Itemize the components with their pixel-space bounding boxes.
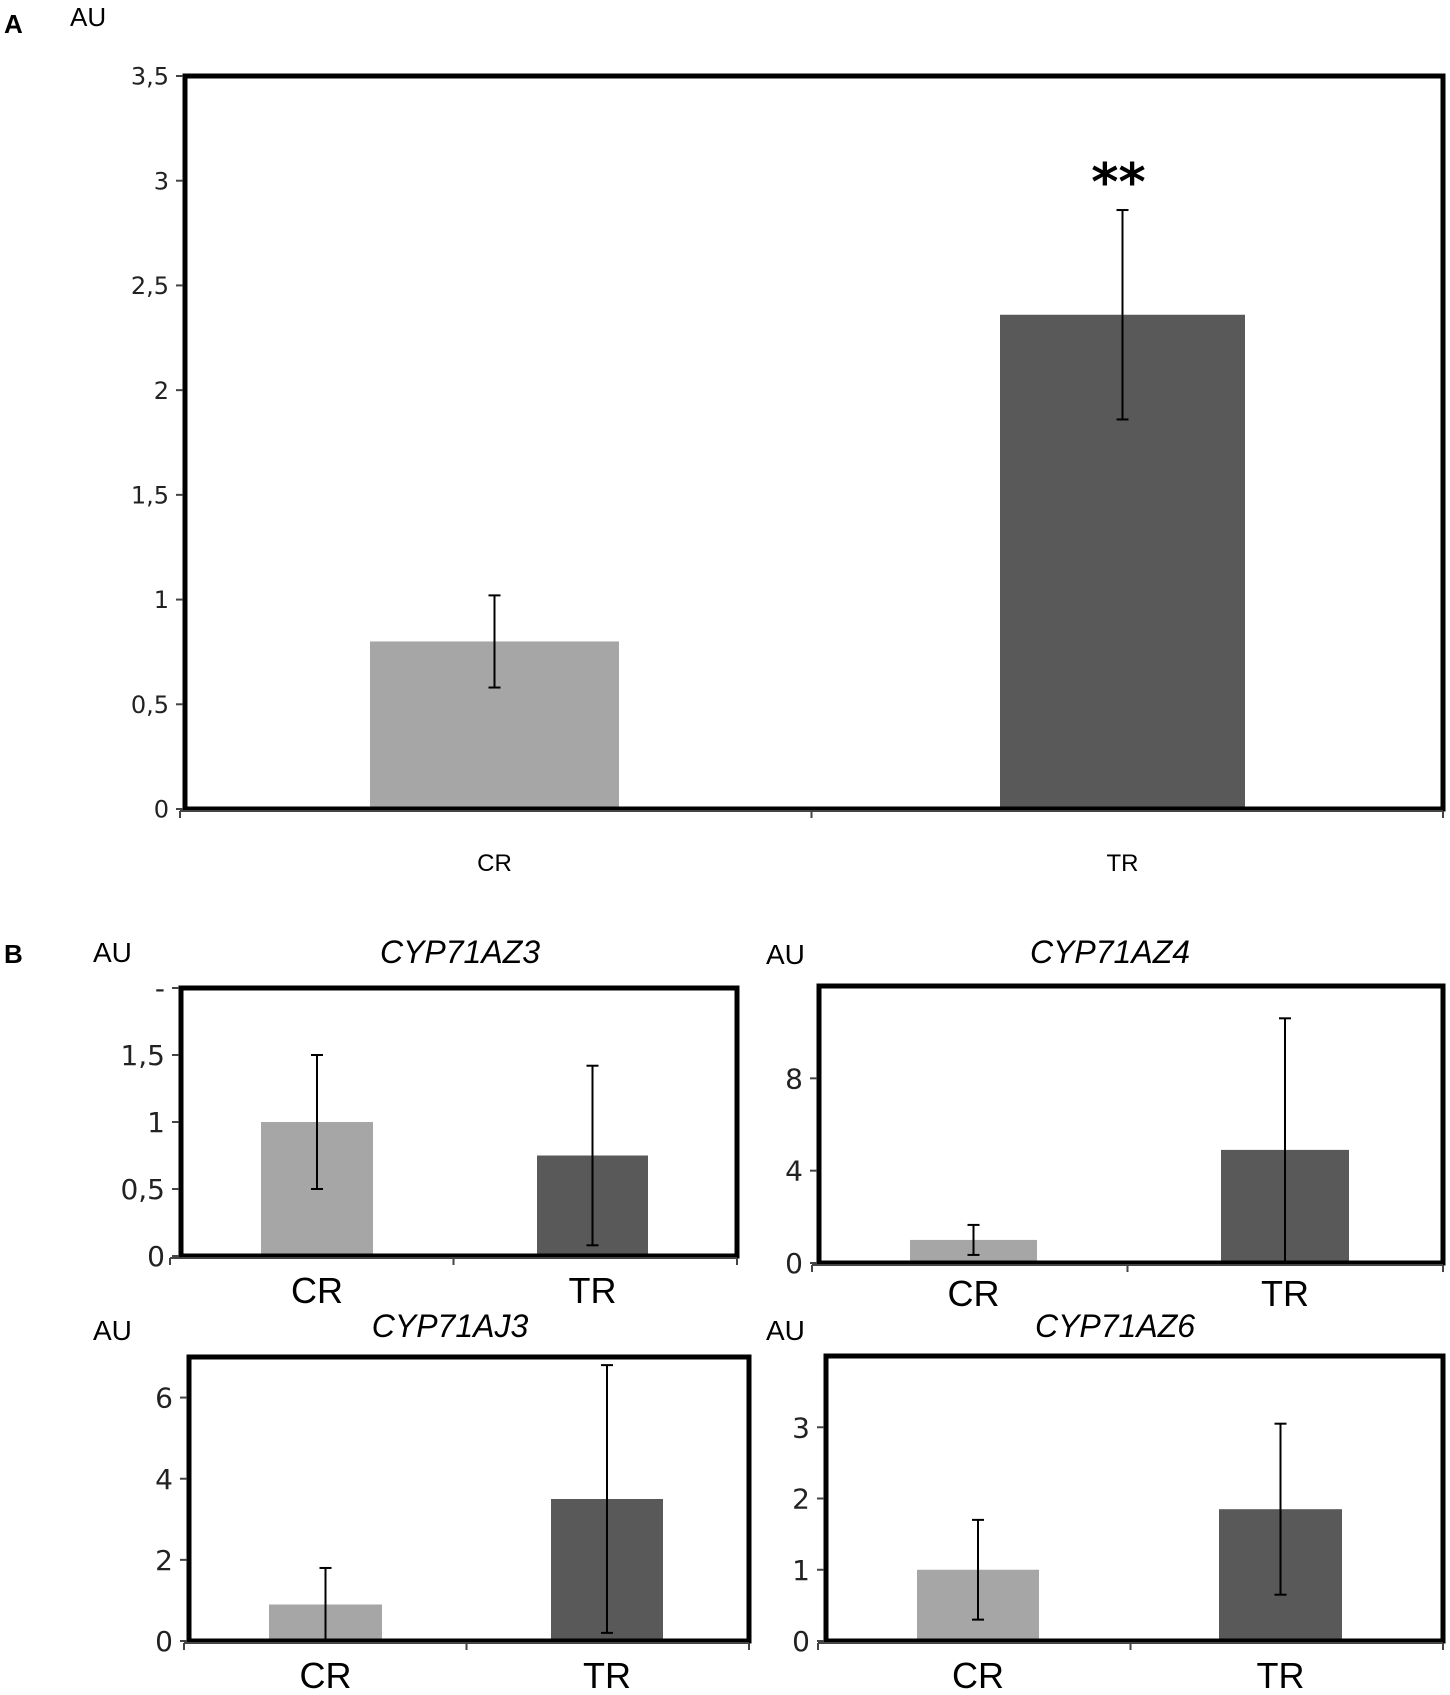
chart-title: CYP71AZ3 [380, 934, 540, 970]
category-label-tr: TR [1107, 850, 1139, 877]
y-tick-label: 3,5 [131, 63, 169, 91]
y-unit-label: AU [93, 937, 132, 968]
chart-cyp71az3: 0 0,5 1 1,5 - CR TR AU CYP71AZ3 [93, 934, 740, 1311]
y-tick-label: 0 [792, 1625, 810, 1658]
chart-panel-a: 0 0,5 1 1,5 2 2,5 3 3,5 CR TR AU ** [70, 2, 1446, 877]
y-tick-label: 4 [785, 1155, 803, 1188]
chart-cyp71az4: 0 4 8 CR TR AU CYP71AZ4 [766, 934, 1446, 1314]
plot-frame [816, 983, 1446, 1266]
category-label-cr: CR [948, 1273, 1000, 1314]
category-label-tr: TR [1257, 1655, 1305, 1695]
y-tick-label: 2 [792, 1483, 810, 1516]
category-label-tr: TR [1261, 1273, 1309, 1314]
error-bar-tr [1116, 209, 1129, 421]
y-tick-label: 2 [155, 1544, 173, 1577]
error-bar-cr [967, 1223, 980, 1256]
category-label-cr: CR [477, 850, 512, 877]
charts-layer: 0 0,5 1 1,5 2 2,5 3 3,5 CR TR AU ** 0 0,5 1 1,5 - CR TR AU C… [70, 2, 1446, 1695]
y-tick-label: 0,5 [120, 1173, 165, 1206]
y-unit-label: AU [70, 2, 106, 32]
y-tick-label: 0 [147, 1240, 165, 1273]
category-label-cr: CR [952, 1655, 1004, 1695]
y-tick-label: 1,5 [120, 1039, 165, 1072]
y-tick-label: 1 [792, 1554, 810, 1587]
error-bar-cr [311, 1054, 323, 1190]
chart-title: CYP71AZ6 [1035, 1308, 1195, 1344]
y-tick-label: - [155, 972, 165, 1005]
category-label-tr: TR [569, 1270, 617, 1311]
category-label-tr: TR [583, 1655, 631, 1695]
error-bar-cr [972, 1518, 984, 1621]
y-tick-label: 8 [785, 1062, 803, 1095]
y-unit-label: AU [766, 939, 805, 970]
y-tick-label: 3 [154, 167, 169, 195]
y-tick-label: 1 [154, 586, 169, 614]
y-tick-label: 1 [147, 1106, 165, 1139]
plot-frame [178, 985, 740, 1259]
plot-frame [182, 73, 1446, 812]
chart-cyp71az6: 0 1 2 3 CR TR AU CYP71AZ6 [766, 1308, 1446, 1695]
y-tick-label: 4 [155, 1463, 173, 1496]
panel-b-letter: B [4, 939, 23, 969]
error-bar-tr [1274, 1422, 1287, 1596]
error-bar-tr [601, 1364, 613, 1634]
chart-cyp71aj3: 0 2 4 6 CR TR AU CYP71AJ3 [93, 1308, 752, 1695]
category-label-cr: CR [300, 1655, 352, 1695]
panel-a-letter: A [4, 9, 23, 39]
error-bar-cr [488, 594, 501, 689]
plot-frame [186, 1354, 752, 1644]
chart-title: CYP71AJ3 [372, 1308, 529, 1344]
error-bar-tr [586, 1064, 599, 1247]
y-unit-label: AU [766, 1315, 805, 1346]
y-tick-label: 2 [154, 377, 169, 405]
plot-frame [823, 1353, 1446, 1644]
y-tick-label: 0,5 [131, 691, 169, 719]
y-tick-label: 1,5 [131, 481, 169, 509]
y-unit-label: AU [93, 1315, 132, 1346]
significance-annotation: ** [1091, 153, 1145, 213]
chart-title: CYP71AZ4 [1030, 934, 1190, 970]
y-tick-label: 6 [155, 1382, 173, 1415]
y-tick-label: 0 [154, 796, 169, 824]
category-label-cr: CR [291, 1270, 343, 1311]
y-tick-label: 0 [155, 1625, 173, 1658]
y-tick-label: 0 [785, 1247, 803, 1280]
y-tick-label: 3 [792, 1411, 810, 1444]
y-tick-label: 2,5 [131, 272, 169, 300]
